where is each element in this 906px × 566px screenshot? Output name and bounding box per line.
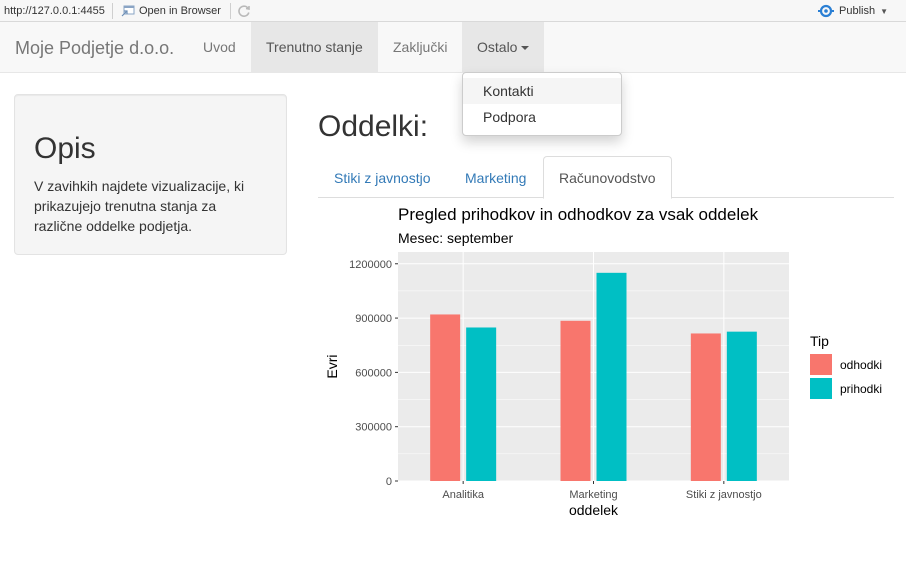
nav-item-ostalo-label: Ostalo bbox=[477, 39, 518, 55]
x-axis: Analitika Marketing Stiki z javnostjo bbox=[442, 481, 762, 501]
navbar: Moje Podjetje d.o.o. Uvod Trenutno stanj… bbox=[0, 22, 906, 73]
open-browser-icon bbox=[121, 5, 135, 17]
x-tick-label: Analitika bbox=[442, 489, 484, 501]
sidebar-panel: Opis V zavihkih najdete vizualizacije, k… bbox=[14, 94, 287, 255]
department-tabs: Stiki z javnostjo Marketing Računovodstv… bbox=[318, 156, 894, 199]
y-tick-label: 900000 bbox=[355, 313, 392, 325]
chart-subtitle: Mesec: september bbox=[398, 230, 513, 246]
viewer-url: http://127.0.0.1:4455 bbox=[4, 5, 105, 17]
sidebar-description: V zavihkih najdete vizualizacije, ki pri… bbox=[34, 178, 245, 234]
navbar-brand[interactable]: Moje Podjetje d.o.o. bbox=[15, 38, 175, 58]
bar-prihodki bbox=[596, 272, 627, 481]
chart-legend: Tip odhodki prihodki bbox=[810, 333, 882, 399]
legend-title: Tip bbox=[810, 333, 829, 349]
legend-label-prihodki: prihodki bbox=[840, 382, 882, 396]
bar-odhodki bbox=[690, 333, 721, 481]
x-tick-label: Stiki z javnostjo bbox=[686, 489, 762, 501]
viewer-toolbar: http://127.0.0.1:4455 Open in Browser Pu… bbox=[0, 0, 906, 22]
nav-item-zakljucki[interactable]: Zaključki bbox=[393, 39, 448, 55]
plot-bars bbox=[430, 272, 757, 481]
open-in-browser-label: Open in Browser bbox=[139, 5, 221, 17]
nav-item-uvod[interactable]: Uvod bbox=[203, 39, 236, 55]
bar-odhodki bbox=[560, 320, 591, 481]
publish-label: Publish bbox=[839, 5, 876, 17]
tab-stiki-z-javnostjo[interactable]: Stiki z javnostjo bbox=[334, 170, 431, 186]
open-in-browser-button[interactable]: Open in Browser bbox=[121, 3, 221, 19]
tab-racunovodstvo[interactable]: Računovodstvo bbox=[543, 156, 672, 199]
x-axis-title: oddelek bbox=[569, 502, 619, 518]
y-tick-label: 0 bbox=[386, 476, 392, 488]
refresh-icon[interactable] bbox=[236, 3, 252, 19]
page-title: Oddelki: bbox=[318, 110, 429, 143]
y-axis: 0 300000 600000 900000 1200000 bbox=[349, 259, 398, 488]
toolbar-divider bbox=[112, 3, 113, 19]
ostalo-dropdown-menu: Kontakti Podpora bbox=[462, 72, 622, 136]
y-tick-label: 600000 bbox=[355, 367, 392, 379]
bar-odhodki bbox=[430, 314, 461, 481]
y-tick-label: 300000 bbox=[355, 422, 392, 434]
y-axis-title: Evri bbox=[324, 354, 340, 378]
dropdown-item-podpora[interactable]: Podpora bbox=[483, 109, 536, 125]
y-tick-label: 1200000 bbox=[349, 259, 392, 271]
revenue-expense-chart: Pregled prihodkov in odhodkov za vsak od… bbox=[324, 205, 882, 518]
dropdown-item-kontakti[interactable]: Kontakti bbox=[463, 78, 621, 104]
tab-marketing[interactable]: Marketing bbox=[465, 170, 527, 186]
publish-button[interactable]: Publish ▼ bbox=[818, 3, 888, 19]
x-tick-label: Marketing bbox=[569, 489, 617, 501]
chart-title: Pregled prihodkov in odhodkov za vsak od… bbox=[398, 205, 759, 224]
bar-prihodki bbox=[466, 327, 497, 481]
chevron-down-icon: ▼ bbox=[880, 6, 888, 16]
caret-down-icon bbox=[521, 46, 530, 51]
nav-item-trenutno-stanje[interactable]: Trenutno stanje bbox=[251, 22, 378, 72]
publish-icon bbox=[818, 4, 834, 18]
toolbar-divider bbox=[230, 3, 231, 19]
nav-item-ostalo[interactable]: Ostalo bbox=[462, 22, 545, 72]
legend-label-odhodki: odhodki bbox=[840, 358, 882, 372]
sidebar-title: Opis bbox=[34, 132, 96, 165]
legend-key-odhodki bbox=[810, 354, 832, 375]
legend-key-prihodki bbox=[810, 378, 832, 399]
bar-prihodki bbox=[726, 331, 757, 481]
